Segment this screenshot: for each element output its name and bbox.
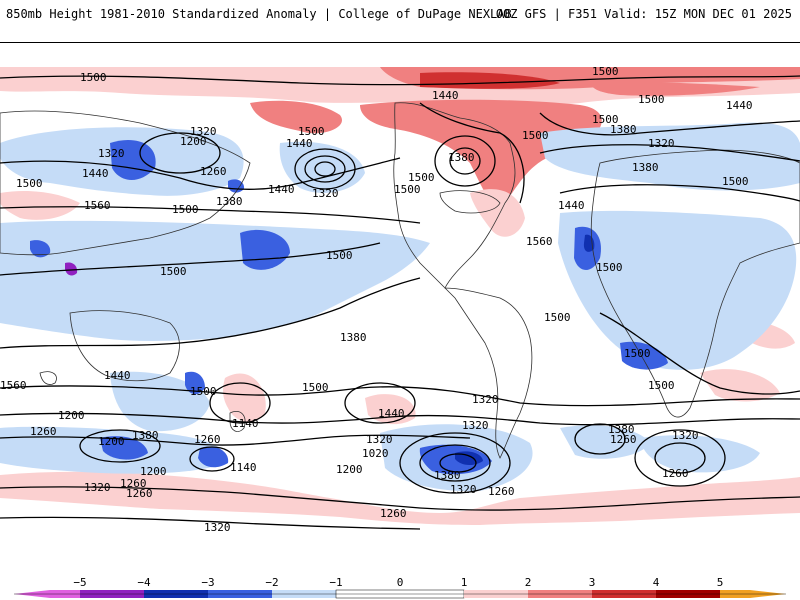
contour-label: 1500 bbox=[394, 183, 421, 196]
contour-label: 1560 bbox=[84, 199, 111, 212]
legend-tick: 4 bbox=[653, 576, 660, 589]
contour-label: 1500 bbox=[408, 171, 435, 184]
legend-tick: −4 bbox=[137, 576, 151, 589]
contour-label: 1500 bbox=[302, 381, 329, 394]
contour-label: 1140 bbox=[230, 461, 257, 474]
contour-label: 1500 bbox=[172, 203, 199, 216]
contour-label: 1320 bbox=[450, 483, 477, 496]
contour-label: 1320 bbox=[98, 147, 125, 160]
contour-label: 1500 bbox=[522, 129, 549, 142]
contour-label: 1320 bbox=[366, 433, 393, 446]
legend-tick: 3 bbox=[589, 576, 596, 589]
legend-tick: 5 bbox=[717, 576, 724, 589]
contour-label: 1260 bbox=[662, 467, 689, 480]
anomaly-map: 1500 1500 1440 1500 1440 1500 1440 1320 … bbox=[0, 43, 800, 559]
contour-label: 1200 bbox=[336, 463, 363, 476]
header: 850mb Height 1981-2010 Standardized Anom… bbox=[0, 0, 800, 30]
contour-label: 1440 bbox=[268, 183, 295, 196]
legend-tick: 0 bbox=[397, 576, 404, 589]
contour-label: 1500 bbox=[544, 311, 571, 324]
contour-label: 1500 bbox=[638, 93, 665, 106]
contour-label: 1500 bbox=[190, 385, 217, 398]
contour-label: 1500 bbox=[648, 379, 675, 392]
contour-label: 1260 bbox=[610, 433, 637, 446]
contour-label: 1320 bbox=[84, 481, 111, 494]
contour-label: 1380 bbox=[610, 123, 637, 136]
contour-label: 1320 bbox=[312, 187, 339, 200]
contour-label: 1500 bbox=[160, 265, 187, 278]
contour-label: 1500 bbox=[592, 113, 619, 126]
contour-label: 1380 bbox=[632, 161, 659, 174]
positive-anomaly-shading bbox=[0, 67, 800, 525]
contour-label: 1440 bbox=[82, 167, 109, 180]
map-frame: 1500 1500 1440 1500 1440 1500 1440 1320 … bbox=[0, 42, 800, 559]
contour-label: 1260 bbox=[126, 487, 153, 500]
anomaly-color-legend: −5 −4 −3 −2 −1 0 1 2 3 4 5 bbox=[0, 560, 800, 600]
contour-label: 1260 bbox=[30, 425, 57, 438]
contour-label: 1500 bbox=[326, 249, 353, 262]
legend-tick: −3 bbox=[201, 576, 214, 589]
contour-label: 1500 bbox=[596, 261, 623, 274]
contour-label: 1320 bbox=[204, 521, 231, 534]
contour-label: 1500 bbox=[298, 125, 325, 138]
contour-label: 1200 bbox=[140, 465, 167, 478]
contour-label: 1320 bbox=[472, 393, 499, 406]
contour-label: 1380 bbox=[434, 469, 461, 482]
contour-label: 1260 bbox=[380, 507, 407, 520]
contour-label: 1260 bbox=[200, 165, 227, 178]
contour-label: 1260 bbox=[488, 485, 515, 498]
map-title: 850mb Height 1981-2010 Standardized Anom… bbox=[6, 7, 512, 21]
contour-label: 1440 bbox=[104, 369, 131, 382]
contour-label: 1260 bbox=[194, 433, 221, 446]
contour-label: 1560 bbox=[0, 379, 27, 392]
contour-label: 1500 bbox=[80, 71, 107, 84]
contour-label: 1320 bbox=[462, 419, 489, 432]
contour-label: 1380 bbox=[216, 195, 243, 208]
legend-tick: 1 bbox=[461, 576, 468, 589]
contour-label: 1440 bbox=[432, 89, 459, 102]
contour-label: 1020 bbox=[362, 447, 389, 460]
contour-label: 1200 bbox=[98, 435, 125, 448]
contour-label: 1200 bbox=[180, 135, 207, 148]
contour-label: 1320 bbox=[672, 429, 699, 442]
contour-label: 1500 bbox=[624, 347, 651, 360]
contour-label: 1440 bbox=[726, 99, 753, 112]
contour-label: 1380 bbox=[448, 151, 475, 164]
contour-label: 1440 bbox=[558, 199, 585, 212]
contour-label: 1380 bbox=[340, 331, 367, 344]
contour-label: 1320 bbox=[190, 125, 217, 138]
contour-label: 1380 bbox=[608, 423, 635, 436]
contour-label: 1440 bbox=[378, 407, 405, 420]
contour-label: 1140 bbox=[232, 417, 259, 430]
contour-labels: 1500 1500 1440 1500 1440 1500 1440 1320 … bbox=[0, 65, 753, 534]
height-contours bbox=[0, 75, 800, 530]
legend-tick: −1 bbox=[329, 576, 342, 589]
contour-label: 1260 bbox=[120, 477, 147, 490]
contour-label: 1500 bbox=[592, 65, 619, 78]
model-valid-time: 00Z GFS | F351 Valid: 15Z MON DEC 01 202… bbox=[495, 7, 792, 21]
contour-label: 1380 bbox=[132, 429, 159, 442]
legend-tick: 2 bbox=[525, 576, 532, 589]
contour-label: 1560 bbox=[526, 235, 553, 248]
contour-label: 1500 bbox=[722, 175, 749, 188]
contour-label: 1200 bbox=[58, 409, 85, 422]
contour-label: 1320 bbox=[648, 137, 675, 150]
legend-tick: −5 bbox=[73, 576, 86, 589]
contour-label: 1440 bbox=[286, 137, 313, 150]
contour-label: 1500 bbox=[16, 177, 43, 190]
legend-tick: −2 bbox=[265, 576, 278, 589]
